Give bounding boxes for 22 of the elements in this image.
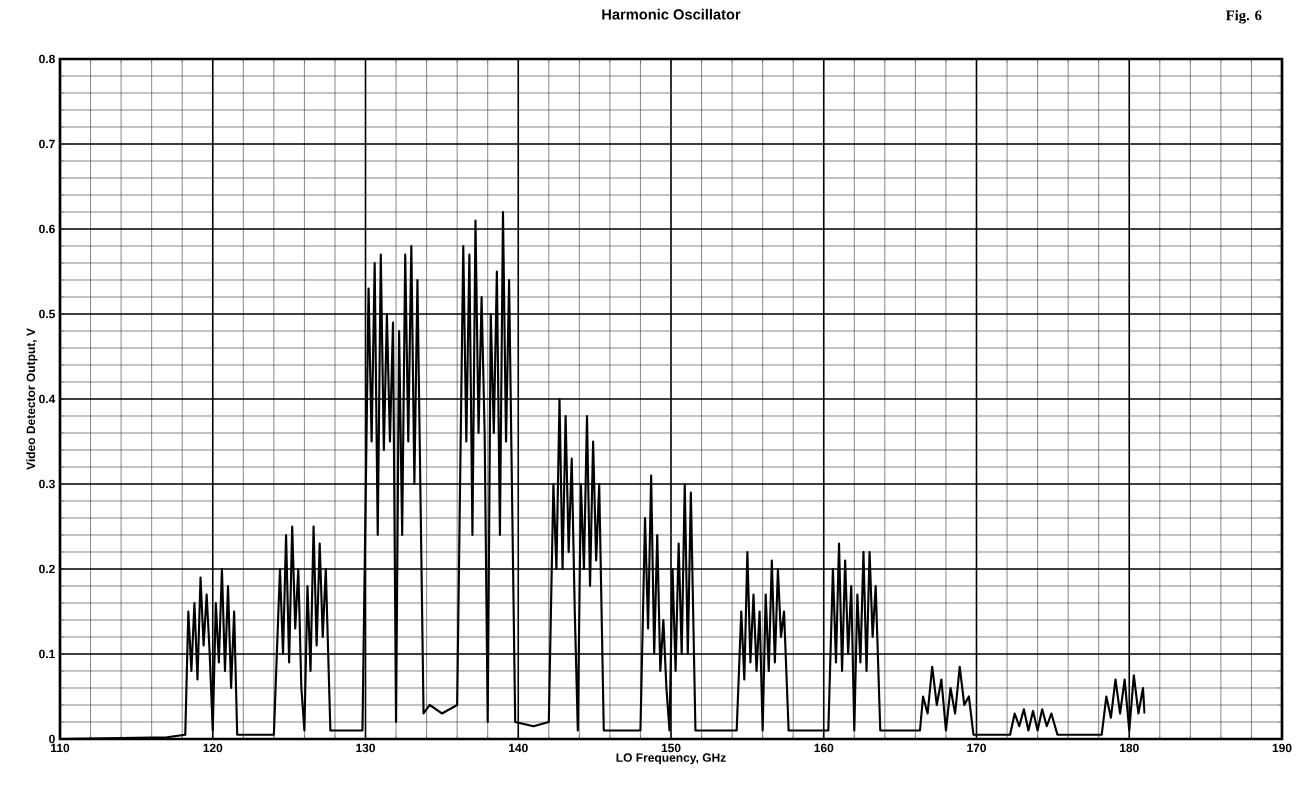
y-tick-label: 0.6 [39,224,55,234]
chart-title: Harmonic Oscillator [602,8,741,20]
x-tick-label: 130 [356,743,376,753]
x-tick-label: 150 [661,743,681,753]
y-axis-title: Video Detector Output, V [26,328,38,470]
x-tick-label: 140 [509,743,528,753]
x-tick-label: 110 [51,743,70,753]
x-tick-label: 120 [203,743,223,753]
x-tick-label: 160 [814,743,834,753]
y-tick-label: 0.5 [39,309,55,319]
y-tick-label: 0.3 [39,479,55,489]
y-tick-label: 0.1 [39,649,55,659]
y-tick-label: 0.8 [39,54,55,64]
caption: Fig. 6 [1225,10,1262,24]
x-tick-label: 190 [1272,743,1292,753]
x-tick-label: 180 [1119,743,1139,753]
y-tick-label: 0.7 [39,139,55,149]
y-tick-label: 0.4 [39,394,56,404]
x-tick-label: 170 [967,743,987,753]
x-axis-title: LO Frequency, GHz [616,753,726,765]
y-tick-label: 0 [49,734,55,744]
y-tick-label: 0.2 [39,564,55,574]
